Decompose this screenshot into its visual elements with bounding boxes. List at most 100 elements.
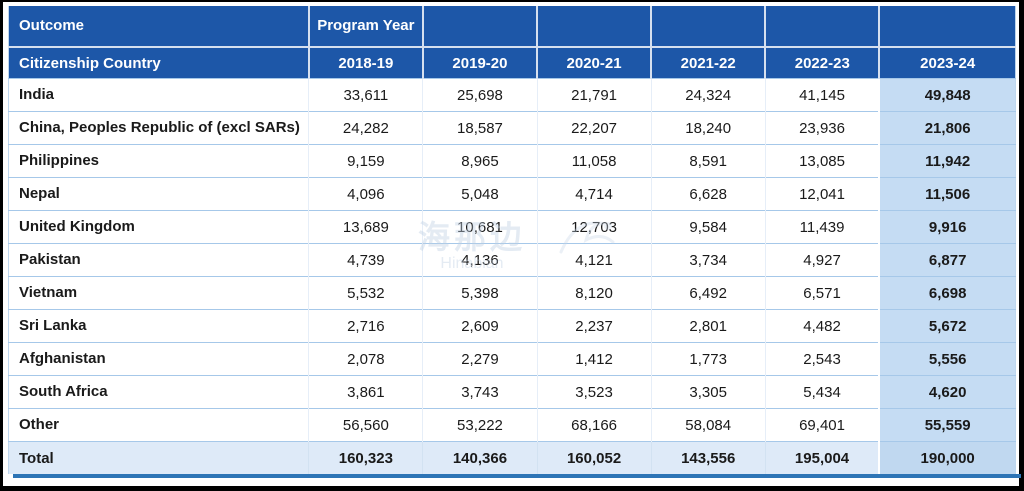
value-cell: 4,096 <box>308 177 423 211</box>
value-cell: 68,166 <box>536 408 652 442</box>
value-cell: 25,698 <box>422 78 538 112</box>
value-cell: 3,861 <box>308 375 423 409</box>
value-cell-highlight: 11,506 <box>878 177 1016 211</box>
value-cell: 3,734 <box>650 243 766 277</box>
total-value-cell: 160,052 <box>536 441 652 474</box>
table-row: Philippines 9,159 8,965 11,058 8,591 13,085 11… <box>8 144 1016 178</box>
value-cell: 5,398 <box>422 276 538 310</box>
value-cell-highlight: 6,877 <box>878 243 1016 277</box>
country-cell: Philippines <box>8 144 309 178</box>
header-row-years: Citizenship Country 2018-19 2019-20 2020… <box>8 46 1016 79</box>
value-cell: 41,145 <box>764 78 880 112</box>
value-cell: 13,689 <box>308 210 423 244</box>
value-cell-highlight: 11,942 <box>878 144 1016 178</box>
value-cell: 10,681 <box>422 210 538 244</box>
table-container: Outcome Program Year Citizenship Country… <box>8 6 1021 478</box>
value-cell: 13,085 <box>764 144 880 178</box>
table-header: Outcome Program Year Citizenship Country… <box>8 6 1016 79</box>
country-cell: Vietnam <box>8 276 309 310</box>
country-cell: United Kingdom <box>8 210 309 244</box>
value-cell: 33,611 <box>308 78 423 112</box>
total-value-cell: 140,366 <box>422 441 538 474</box>
page-background: Outcome Program Year Citizenship Country… <box>3 2 1021 486</box>
value-cell: 5,532 <box>308 276 423 310</box>
value-cell: 1,773 <box>650 342 766 376</box>
value-cell: 4,136 <box>422 243 538 277</box>
country-cell: Nepal <box>8 177 309 211</box>
value-cell: 9,159 <box>308 144 423 178</box>
value-cell: 2,609 <box>422 309 538 343</box>
value-cell: 9,584 <box>650 210 766 244</box>
country-cell: Afghanistan <box>8 342 309 376</box>
value-cell: 3,743 <box>422 375 538 409</box>
value-cell-highlight: 4,620 <box>878 375 1016 409</box>
value-cell-highlight: 6,698 <box>878 276 1016 310</box>
value-cell: 58,084 <box>650 408 766 442</box>
value-cell: 22,207 <box>536 111 652 145</box>
value-cell: 3,305 <box>650 375 766 409</box>
country-cell: Sri Lanka <box>8 309 309 343</box>
total-row: Total 160,323 140,366 160,052 143,556 19… <box>8 441 1016 474</box>
citizenship-country-header-cell: Citizenship Country <box>8 46 309 79</box>
header-spacer-cell <box>878 6 1016 47</box>
value-cell: 11,439 <box>764 210 880 244</box>
table-row: Pakistan 4,739 4,136 4,121 3,734 4,927 6,877 <box>8 243 1016 277</box>
year-header-2022-23: 2022-23 <box>764 46 880 79</box>
value-cell: 24,324 <box>650 78 766 112</box>
value-cell: 2,279 <box>422 342 538 376</box>
table-row: China, Peoples Republic of (excl SARs) 24… <box>8 111 1016 145</box>
year-header-2020-21: 2020-21 <box>536 46 652 79</box>
total-value-cell: 160,323 <box>308 441 423 474</box>
year-header-2019-20: 2019-20 <box>421 46 538 79</box>
value-cell: 3,523 <box>536 375 652 409</box>
value-cell: 6,492 <box>650 276 766 310</box>
header-row-outcome: Outcome Program Year <box>8 6 1016 47</box>
value-cell-highlight: 9,916 <box>878 210 1016 244</box>
value-cell: 12,041 <box>764 177 880 211</box>
value-cell: 24,282 <box>308 111 423 145</box>
value-cell: 2,237 <box>536 309 652 343</box>
table-row: India 33,611 25,698 21,791 24,324 41,145 49,84… <box>8 78 1016 112</box>
value-cell: 4,739 <box>308 243 423 277</box>
year-header-2021-22: 2021-22 <box>650 46 766 79</box>
table-row: Afghanistan 2,078 2,279 1,412 1,773 2,543 5,55… <box>8 342 1016 376</box>
value-cell: 69,401 <box>764 408 880 442</box>
value-cell: 6,628 <box>650 177 766 211</box>
table-row: Other 56,560 53,222 68,166 58,084 69,401 55,55… <box>8 408 1016 442</box>
country-cell: India <box>8 78 309 112</box>
value-cell: 6,571 <box>764 276 880 310</box>
year-header-2018-19: 2018-19 <box>307 46 423 79</box>
value-cell: 2,716 <box>308 309 423 343</box>
country-cell: China, Peoples Republic of (excl SARs) <box>8 111 309 145</box>
program-year-header-cell: Program Year <box>307 6 423 47</box>
header-spacer-cell <box>764 6 880 47</box>
value-cell: 4,121 <box>536 243 652 277</box>
value-cell: 21,791 <box>536 78 652 112</box>
value-cell-highlight: 5,672 <box>878 309 1016 343</box>
value-cell: 8,591 <box>650 144 766 178</box>
value-cell: 4,714 <box>536 177 652 211</box>
table-row: Vietnam 5,532 5,398 8,120 6,492 6,571 6,698 <box>8 276 1016 310</box>
table-row: South Africa 3,861 3,743 3,523 3,305 5,434 4,6… <box>8 375 1016 409</box>
value-cell: 1,412 <box>536 342 652 376</box>
total-value-cell-highlight: 190,000 <box>878 441 1016 474</box>
table-row: United Kingdom 13,689 10,681 12,703 9,584 11,… <box>8 210 1016 244</box>
table-row: Sri Lanka 2,716 2,609 2,237 2,801 4,482 5,672 <box>8 309 1016 343</box>
header-spacer-cell <box>650 6 766 47</box>
value-cell: 2,801 <box>650 309 766 343</box>
country-cell: Pakistan <box>8 243 309 277</box>
country-cell: Other <box>8 408 309 442</box>
value-cell-highlight: 49,848 <box>878 78 1016 112</box>
value-cell-highlight: 55,559 <box>878 408 1016 442</box>
value-cell: 2,078 <box>308 342 423 376</box>
value-cell-highlight: 5,556 <box>878 342 1016 376</box>
header-spacer-cell <box>421 6 538 47</box>
value-cell: 5,048 <box>422 177 538 211</box>
header-spacer-cell <box>536 6 652 47</box>
value-cell: 11,058 <box>536 144 652 178</box>
total-label-cell: Total <box>8 441 309 474</box>
value-cell: 18,587 <box>422 111 538 145</box>
total-value-cell: 195,004 <box>764 441 880 474</box>
value-cell: 53,222 <box>422 408 538 442</box>
